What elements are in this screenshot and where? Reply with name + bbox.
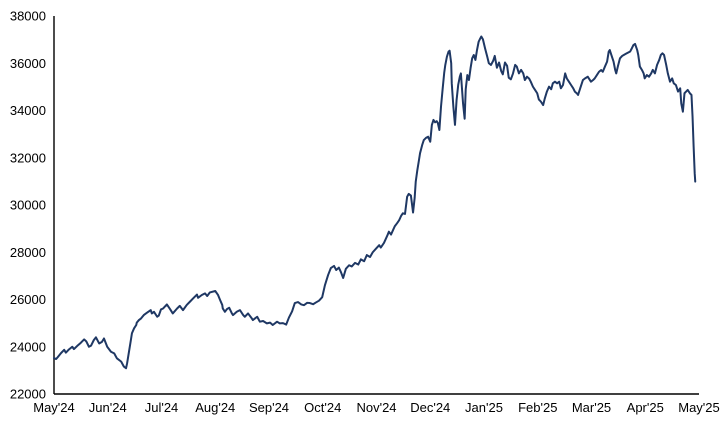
x-axis-tick-label: Mar'25 bbox=[572, 400, 611, 415]
x-axis-tick-label: Jun'24 bbox=[89, 400, 127, 415]
x-axis-tick-label: Jan'25 bbox=[465, 400, 503, 415]
x-axis-tick-label: Jul'24 bbox=[145, 400, 179, 415]
y-axis-tick-label: 32000 bbox=[10, 150, 46, 165]
x-axis-tick-label: Feb'25 bbox=[518, 400, 557, 415]
y-axis-tick-label: 28000 bbox=[10, 245, 46, 260]
x-axis-tick-label: Oct'24 bbox=[304, 400, 341, 415]
x-axis-tick-label: May'25 bbox=[678, 400, 720, 415]
y-axis-tick-label: 36000 bbox=[10, 56, 46, 71]
y-axis-tick-label: 30000 bbox=[10, 198, 46, 213]
series-line-index-level bbox=[53, 35, 697, 370]
y-axis-tick-label: 34000 bbox=[10, 103, 46, 118]
y-axis-tick-label: 22000 bbox=[10, 387, 46, 402]
x-axis-tick-label: Aug'24 bbox=[195, 400, 235, 415]
x-axis-tick-label: Sep'24 bbox=[249, 400, 289, 415]
y-axis-tick-label: 26000 bbox=[10, 292, 46, 307]
y-axis-tick-label: 38000 bbox=[10, 9, 46, 24]
x-axis-tick-label: Nov'24 bbox=[356, 400, 396, 415]
y-axis-tick-label: 24000 bbox=[10, 339, 46, 354]
x-axis-tick-label: Dec'24 bbox=[410, 400, 450, 415]
x-axis-tick-label: Apr'25 bbox=[627, 400, 664, 415]
x-axis-tick-label: May'24 bbox=[33, 400, 75, 415]
